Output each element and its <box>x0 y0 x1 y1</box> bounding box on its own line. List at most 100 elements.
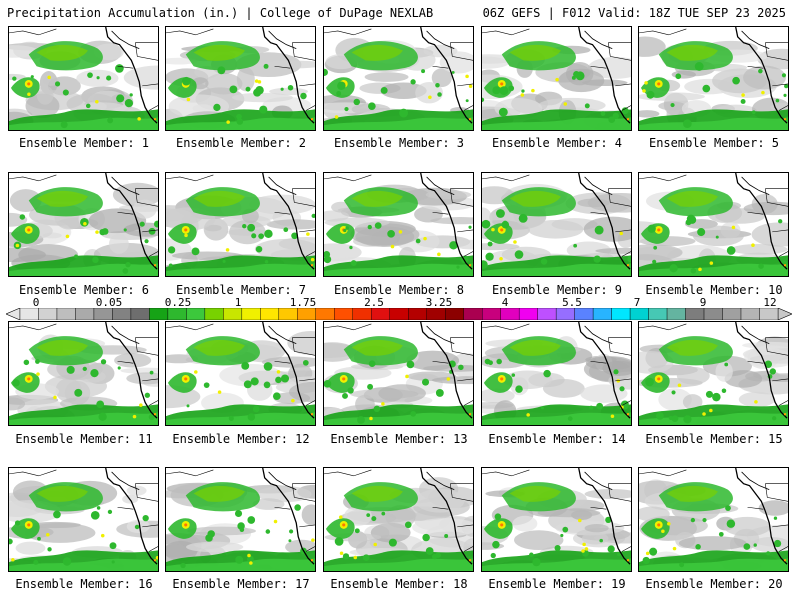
member-label: Ensemble Member: 4 <box>491 136 623 150</box>
member-label: Ensemble Member: 5 <box>648 136 780 150</box>
member-map-panel <box>165 26 316 131</box>
member-map-panel <box>165 172 316 277</box>
colorbar-swatch <box>315 308 335 320</box>
member-label: Ensemble Member: 2 <box>175 136 307 150</box>
colorbar-swatch <box>19 308 39 320</box>
colorbar-swatch <box>186 308 206 320</box>
colorbar-swatch <box>592 308 612 320</box>
precip-map <box>324 27 473 130</box>
colorbar-swatch <box>241 308 261 320</box>
colorbar-swatch <box>426 308 446 320</box>
colorbar-swatch <box>648 308 668 320</box>
colorbar-max-arrow <box>777 308 792 320</box>
member-map-panel <box>8 172 159 277</box>
precip-map <box>324 468 473 571</box>
member-label: Ensemble Member: 7 <box>175 283 307 297</box>
member-map-panel <box>8 467 159 572</box>
member-label: Ensemble Member: 3 <box>333 136 465 150</box>
colorbar-swatch <box>389 308 409 320</box>
colorbar-min-arrow <box>6 308 21 320</box>
colorbar-swatch <box>204 308 224 320</box>
colorbar-tick-label: 1 <box>234 296 242 309</box>
colorbar-swatch <box>518 308 538 320</box>
member-map-panel <box>481 467 632 572</box>
member-label: Ensemble Member: 18 <box>330 577 468 591</box>
colorbar-swatch <box>463 308 483 320</box>
colorbar-bar <box>6 308 792 320</box>
colorbar-swatch <box>278 308 298 320</box>
member-map-panel <box>323 321 474 426</box>
colorbar-tick-label: 4 <box>501 296 509 309</box>
member-label: Ensemble Member: 1 <box>18 136 150 150</box>
colorbar-swatch <box>149 308 169 320</box>
member-map-panel <box>323 467 474 572</box>
colorbar-swatch <box>56 308 76 320</box>
member-label: Ensemble Member: 17 <box>172 577 310 591</box>
precip-map <box>482 322 631 425</box>
precip-map <box>9 468 158 571</box>
member-map-panel <box>638 172 789 277</box>
colorbar-swatch <box>352 308 372 320</box>
member-label: Ensemble Member: 10 <box>645 283 783 297</box>
colorbar-swatch <box>500 308 520 320</box>
precip-map <box>166 322 315 425</box>
colorbar-swatch <box>722 308 742 320</box>
member-map-panel <box>638 467 789 572</box>
colorbar-swatch <box>334 308 353 320</box>
member-label: Ensemble Member: 12 <box>172 432 310 446</box>
colorbar-tick-label: 7 <box>633 296 641 309</box>
precip-map <box>324 173 473 276</box>
colorbar-swatch <box>297 308 317 320</box>
precip-map <box>324 322 473 425</box>
precip-map <box>482 27 631 130</box>
colorbar-tick-label: 0.25 <box>164 296 192 309</box>
colorbar-swatch <box>371 308 390 320</box>
colorbar-swatch <box>167 308 187 320</box>
colorbar-swatch <box>482 308 501 320</box>
colorbar-tick-label: 1.75 <box>289 296 317 309</box>
member-map-panel <box>8 321 159 426</box>
colorbar-tick-label: 0.05 <box>95 296 123 309</box>
chart-title: Precipitation Accumulation (in.) | Colle… <box>7 6 434 20</box>
member-map-panel <box>323 172 474 277</box>
precip-map <box>9 322 158 425</box>
colorbar-tick-label: 0 <box>32 296 40 309</box>
colorbar-swatch <box>740 308 760 320</box>
colorbar-swatch <box>130 308 150 320</box>
colorbar-swatch <box>703 308 723 320</box>
colorbar-swatch <box>223 308 243 320</box>
member-label: Ensemble Member: 19 <box>488 577 626 591</box>
precip-map <box>9 27 158 130</box>
colorbar-swatch <box>537 308 557 320</box>
precip-map <box>482 468 631 571</box>
colorbar-swatch <box>75 308 95 320</box>
colorbar-swatch <box>759 308 779 320</box>
colorbar-swatch <box>574 308 594 320</box>
precip-map <box>166 468 315 571</box>
precip-map <box>639 322 788 425</box>
colorbar-swatch <box>666 308 686 320</box>
colorbar-tick-label: 9 <box>699 296 707 309</box>
colorbar-tick-label: 2.5 <box>364 296 384 309</box>
colorbar-swatch <box>629 308 649 320</box>
colorbar-swatch <box>93 308 113 320</box>
precip-map <box>482 173 631 276</box>
member-label: Ensemble Member: 9 <box>491 283 623 297</box>
member-map-panel <box>481 172 632 277</box>
member-label: Ensemble Member: 15 <box>645 432 783 446</box>
colorbar-tick-label: 12 <box>763 296 777 309</box>
member-label: Ensemble Member: 20 <box>645 577 783 591</box>
colorbar-swatch <box>685 308 705 320</box>
precip-map <box>639 468 788 571</box>
precip-map <box>639 173 788 276</box>
member-map-panel <box>165 467 316 572</box>
member-map-panel <box>165 321 316 426</box>
member-label: Ensemble Member: 13 <box>330 432 468 446</box>
member-label: Ensemble Member: 6 <box>18 283 150 297</box>
member-map-panel <box>8 26 159 131</box>
member-map-panel <box>638 321 789 426</box>
colorbar-swatch <box>555 308 575 320</box>
member-map-panel <box>481 26 632 131</box>
member-label: Ensemble Member: 14 <box>488 432 626 446</box>
precip-map <box>9 173 158 276</box>
